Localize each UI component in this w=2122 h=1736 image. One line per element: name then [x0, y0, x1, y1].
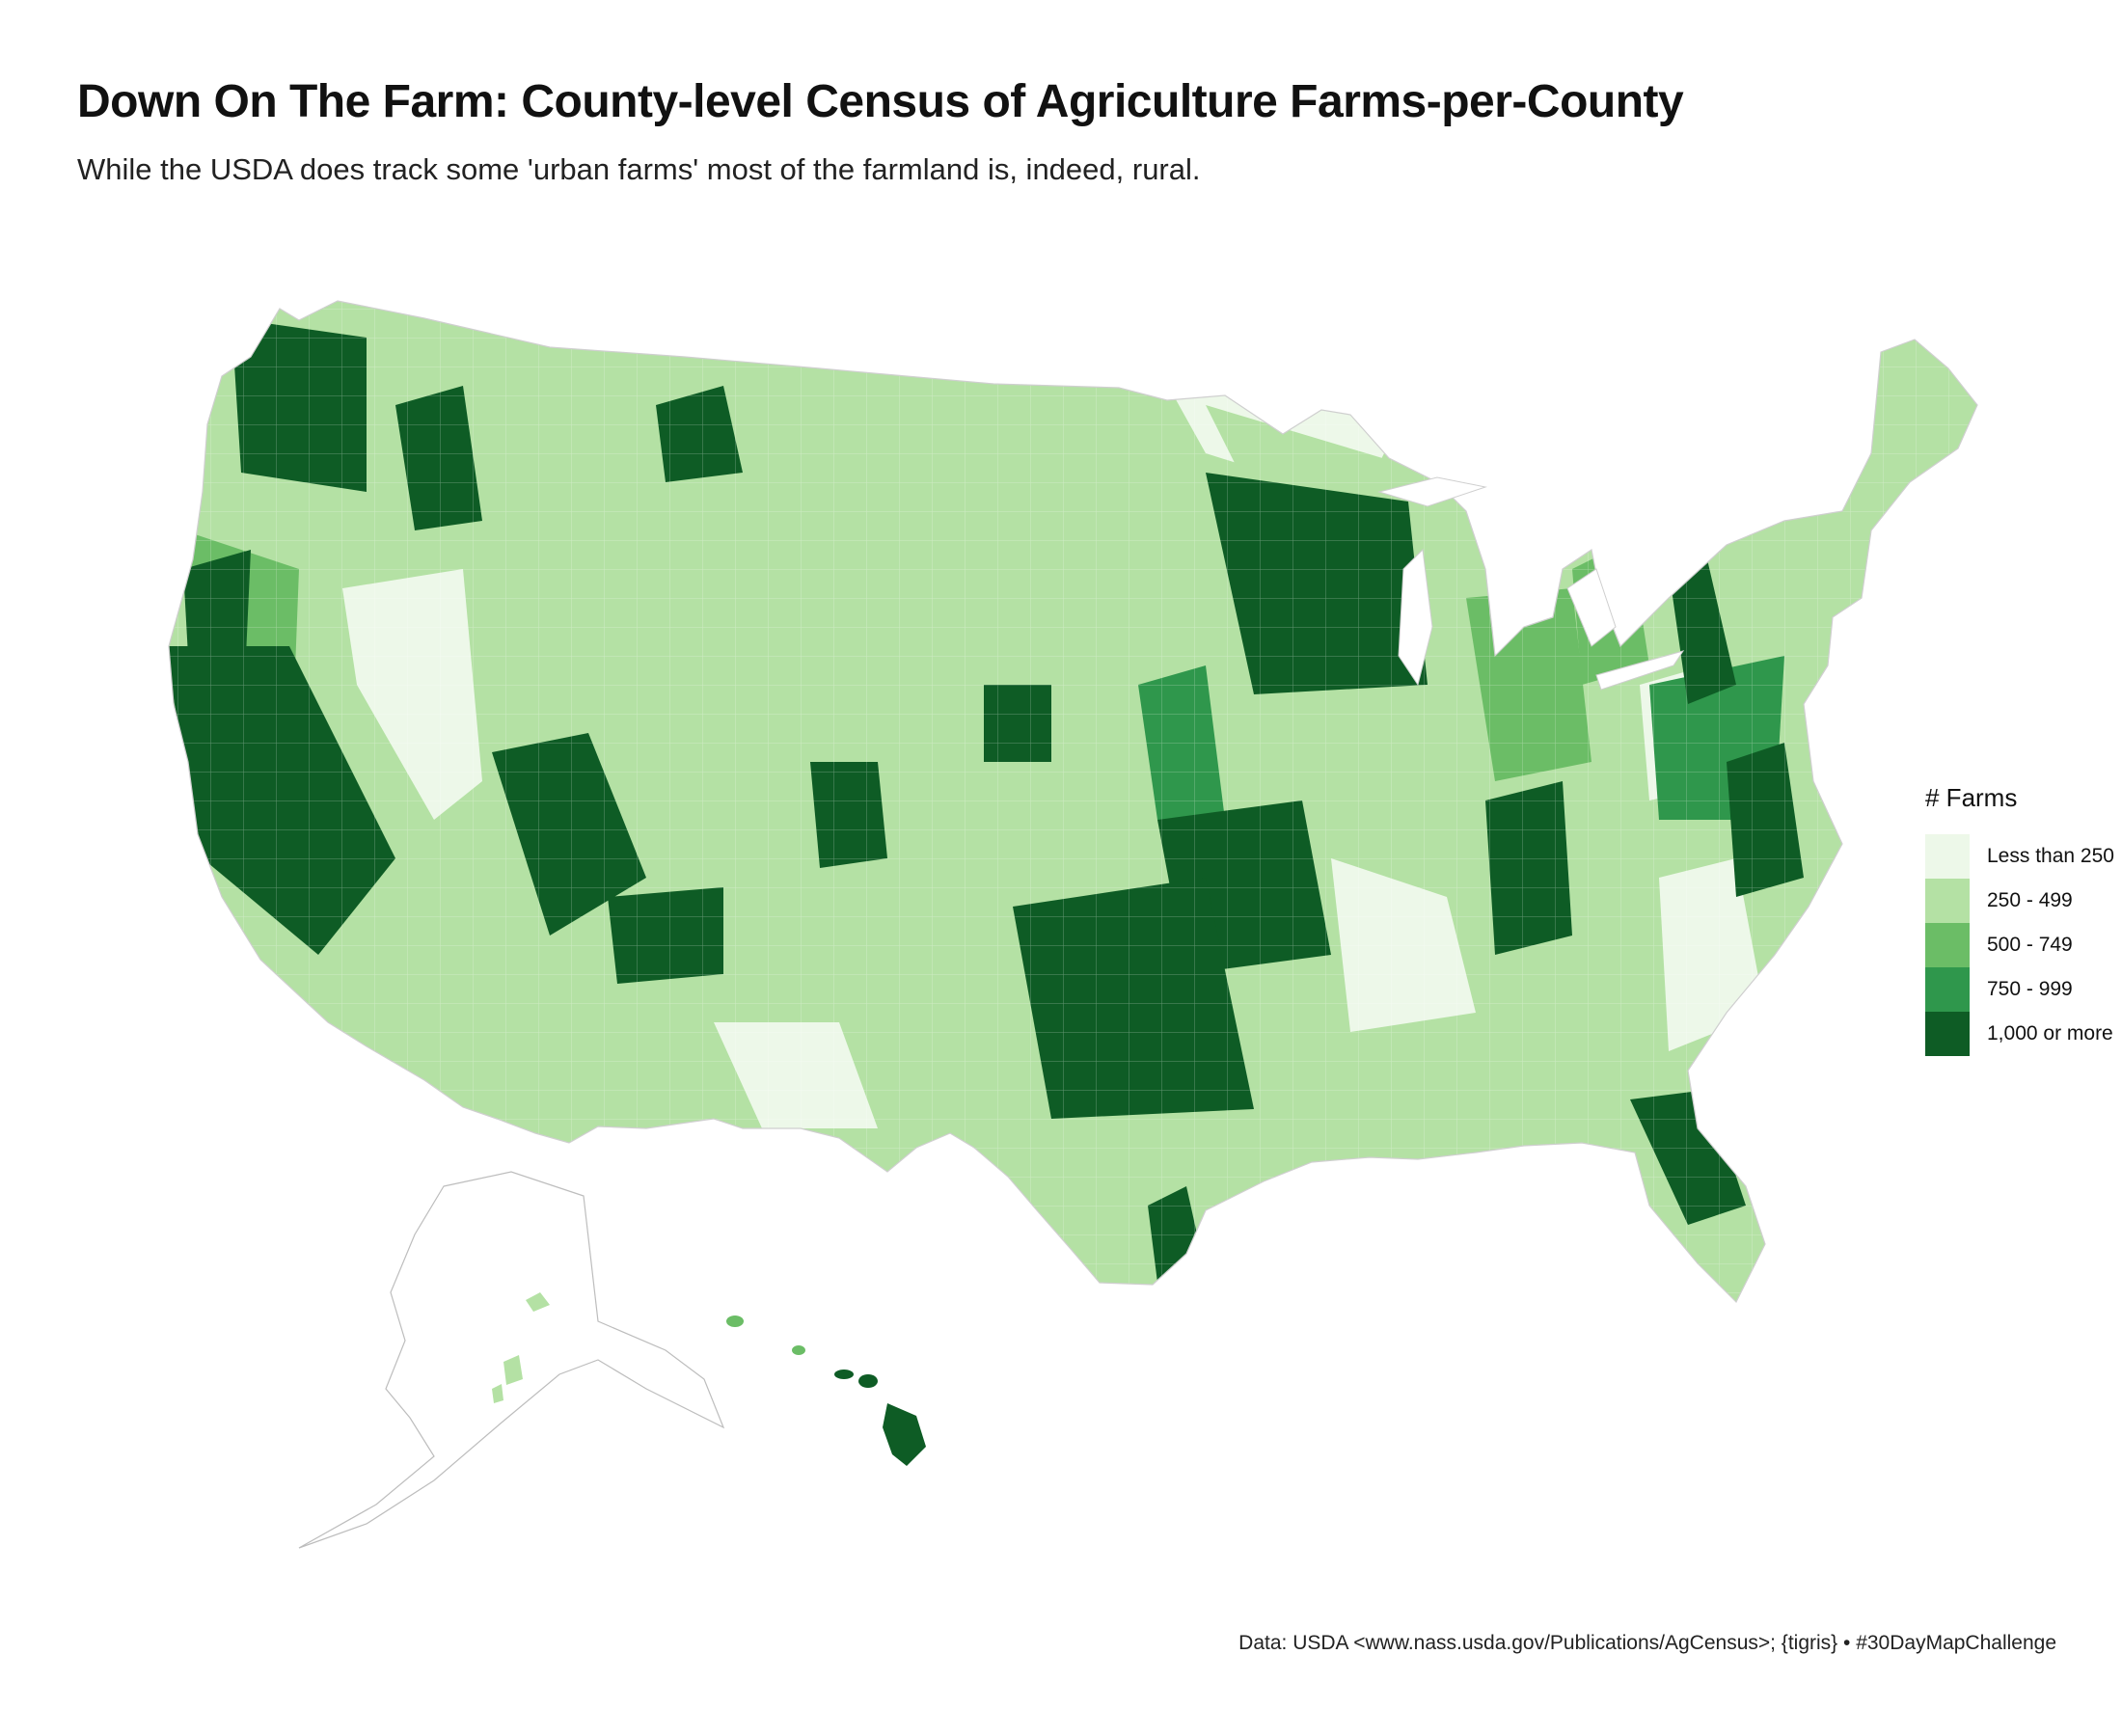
- legend-swatch: [1925, 1012, 1970, 1056]
- legend: # Farms Less than 250 250 - 499 500 - 74…: [1925, 783, 2114, 1056]
- lake-erie: [1595, 650, 1685, 691]
- legend-label: 250 - 499: [1987, 889, 2073, 911]
- choropleth-map: [168, 300, 1978, 1549]
- legend-swatch: [1925, 967, 1970, 1012]
- legend-title: # Farms: [1925, 783, 2018, 812]
- alaska: [298, 1171, 725, 1549]
- legend-item-250-499: 250 - 499: [1925, 879, 2114, 923]
- hawaii-maui: [858, 1374, 878, 1388]
- lake-superior: [1377, 476, 1487, 507]
- legend-label: 750 - 999: [1987, 978, 2073, 1000]
- legend-item-less-than-250: Less than 250: [1925, 834, 2114, 879]
- hawaii-molokai: [834, 1370, 854, 1379]
- legend-item-750-999: 750 - 999: [1925, 967, 2114, 1012]
- hawaii-oahu: [792, 1345, 805, 1355]
- county-region-13: [1707, 347, 1823, 473]
- lake-michigan: [1398, 548, 1433, 687]
- hawaii-big-island: [883, 1403, 926, 1466]
- legend-item-500-749: 500 - 749: [1925, 923, 2114, 967]
- legend-swatch: [1925, 834, 1970, 879]
- county-grid: [169, 301, 1977, 1302]
- map-title: Down On The Farm: County-level Census of…: [77, 76, 1684, 127]
- legend-label: Less than 250: [1987, 845, 2114, 867]
- legend-item-1000-or-more: 1,000 or more: [1925, 1012, 2114, 1056]
- legend-swatch: [1925, 923, 1970, 967]
- data-source-caption: Data: USDA <www.nass.usda.gov/Publicatio…: [1238, 1632, 2056, 1654]
- alaska-borough-b: [503, 1355, 523, 1385]
- hawaii: [726, 1316, 926, 1466]
- legend-label: 500 - 749: [1987, 934, 2073, 956]
- hawaii-kauai: [726, 1316, 744, 1327]
- legend-swatch: [1925, 879, 1970, 923]
- great-lakes: [1377, 476, 1685, 691]
- alaska-borough-c: [492, 1384, 503, 1403]
- lake-huron: [1566, 568, 1617, 647]
- alaska-borough-a: [526, 1292, 550, 1312]
- legend-label: 1,000 or more: [1987, 1022, 2113, 1044]
- map-subtitle: While the USDA does track some 'urban fa…: [77, 152, 1201, 186]
